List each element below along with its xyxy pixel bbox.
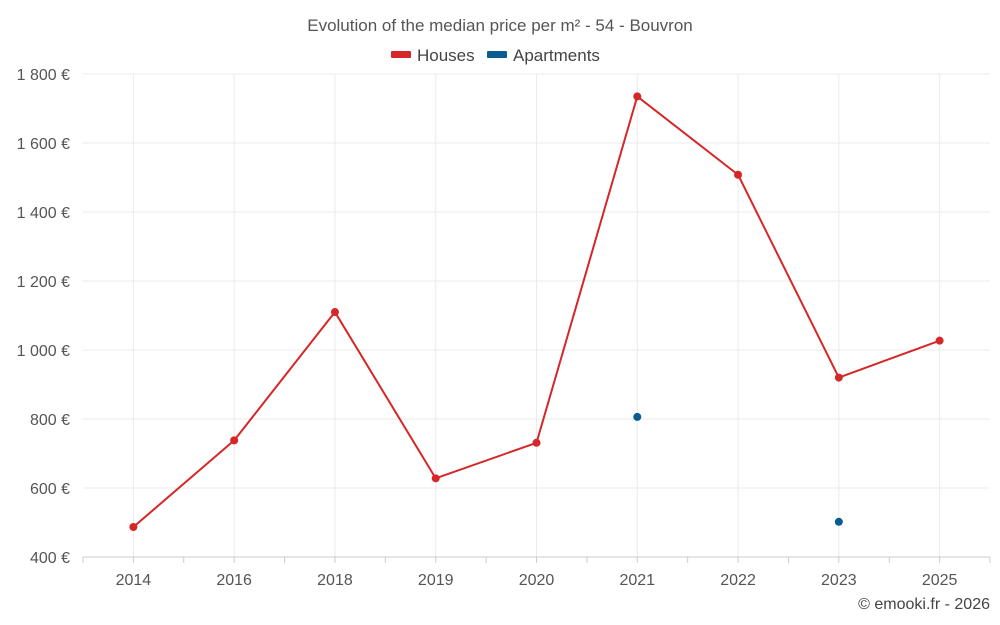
data-point-houses[interactable] bbox=[230, 436, 239, 445]
y-tick-label: 1 400 € bbox=[17, 205, 70, 222]
x-tick-label: 2019 bbox=[418, 572, 454, 589]
y-tick-label: 800 € bbox=[30, 412, 70, 429]
legend-label-houses: Houses bbox=[417, 46, 475, 65]
legend-swatch-houses bbox=[391, 51, 411, 58]
axes bbox=[82, 556, 991, 563]
data-point-houses[interactable] bbox=[734, 170, 743, 179]
y-tick-label: 1 800 € bbox=[17, 67, 70, 84]
x-tick-label: 2023 bbox=[821, 572, 857, 589]
chart-title: Evolution of the median price per m² - 5… bbox=[307, 16, 693, 35]
data-point-houses[interactable] bbox=[532, 438, 541, 447]
data-point-houses[interactable] bbox=[834, 373, 843, 382]
legend-label-apartments: Apartments bbox=[513, 46, 600, 65]
data-point-houses[interactable] bbox=[431, 474, 440, 483]
legend-swatch-apartments bbox=[487, 51, 507, 58]
data-point-houses[interactable] bbox=[633, 92, 642, 101]
legend-item-houses[interactable]: Houses bbox=[391, 46, 475, 65]
x-tick-label: 2020 bbox=[519, 572, 555, 589]
legend-item-apartments[interactable]: Apartments bbox=[487, 46, 600, 65]
x-tick-label: 2018 bbox=[317, 572, 353, 589]
x-tick-label: 2016 bbox=[216, 572, 252, 589]
credit-text: © emooki.fr - 2026 bbox=[858, 596, 990, 613]
y-tick-label: 600 € bbox=[30, 481, 70, 498]
data-series bbox=[129, 92, 944, 531]
data-point-houses[interactable] bbox=[330, 308, 339, 317]
y-tick-label: 400 € bbox=[30, 550, 70, 567]
x-axis-ticks: 2014 2016 2018 2019 2020 2021 2022 2023 2025 bbox=[116, 572, 958, 589]
x-tick-label: 2022 bbox=[720, 572, 756, 589]
data-point-apartments[interactable] bbox=[633, 412, 642, 421]
y-tick-label: 1 200 € bbox=[17, 274, 70, 291]
legend: Houses Apartments bbox=[391, 46, 600, 65]
x-tick-label: 2014 bbox=[116, 572, 152, 589]
y-tick-label: 1 000 € bbox=[17, 343, 70, 360]
data-point-houses[interactable] bbox=[935, 336, 944, 345]
data-point-apartments[interactable] bbox=[834, 517, 843, 526]
x-tick-label: 2021 bbox=[619, 572, 655, 589]
data-point-houses[interactable] bbox=[129, 522, 138, 531]
gridlines bbox=[83, 73, 990, 557]
y-axis-ticks: 400 € 600 € 800 € 1 000 € 1 200 € 1 400 € 1 60… bbox=[17, 67, 70, 567]
x-tick-label: 2025 bbox=[922, 572, 958, 589]
y-tick-label: 1 600 € bbox=[17, 136, 70, 153]
